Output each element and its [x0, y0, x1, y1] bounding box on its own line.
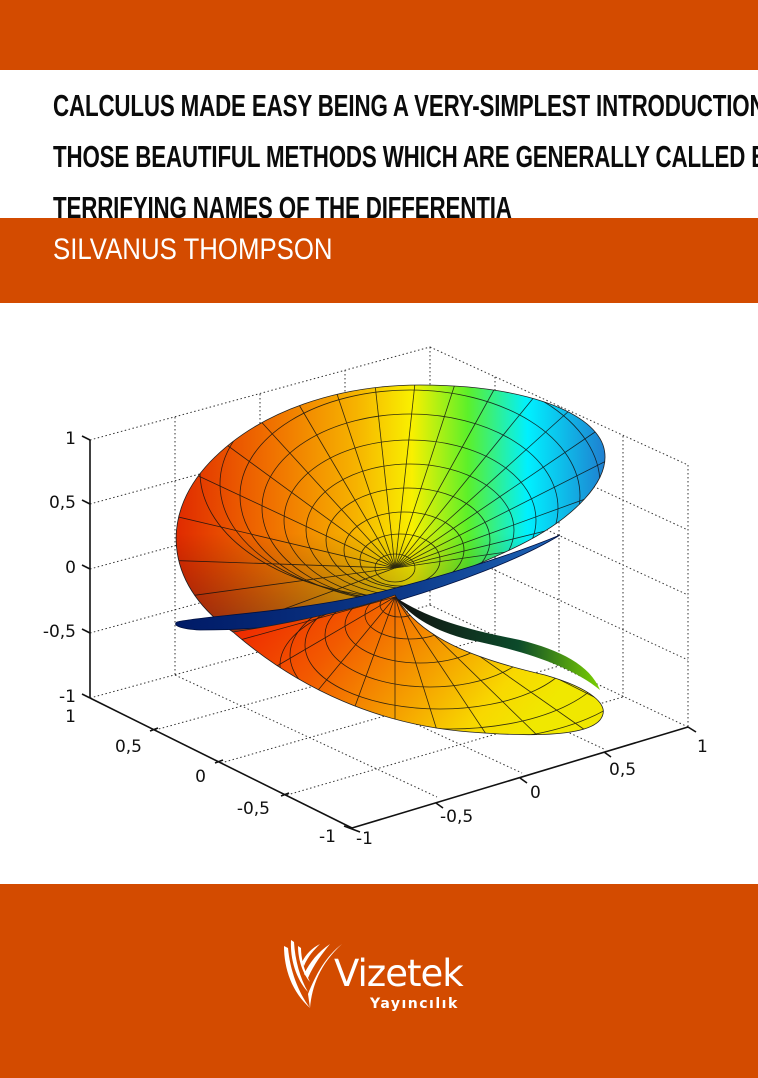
book-title-line-1: CALCULUS MADE EASY BEING A VERY-SIMPLEST…: [53, 88, 758, 123]
z-tick-label: 1: [65, 429, 76, 449]
publisher-logo: Vizetek Yayıncılık: [282, 934, 482, 1024]
y-tick-label: 0,5: [115, 737, 142, 757]
top-accent-band: [0, 0, 758, 70]
z-tick-label: -0,5: [43, 622, 76, 642]
author-section: SILVANUS THOMPSON: [0, 218, 758, 303]
book-title: CALCULUS MADE EASY BEING A VERY-SIMPLEST…: [53, 80, 758, 233]
z-axis-tick-labels: 1 0,5 0 -0,5 -1: [43, 429, 76, 707]
plot-axes: [81, 435, 697, 833]
x-tick-label: -0,5: [440, 807, 473, 827]
x-tick-label: 1: [697, 737, 708, 757]
z-tick-label: -1: [59, 687, 76, 707]
book-title-line-2: THOSE BEAUTIFUL METHODS WHICH ARE GENERA…: [53, 139, 758, 174]
surface-upper-sheet: [175, 384, 606, 633]
title-section: CALCULUS MADE EASY BEING A VERY-SIMPLEST…: [0, 70, 758, 225]
y-tick-label: -0,5: [237, 799, 270, 819]
y-tick-label: -1: [319, 827, 336, 847]
publisher-subtitle: Yayıncılık: [370, 996, 459, 1012]
y-tick-label: 1: [65, 707, 76, 727]
wheat-swoosh-icon: [284, 940, 342, 1008]
surface-underside: [175, 534, 561, 631]
x-tick-label: 0: [530, 783, 541, 803]
cover-figure-section: 1 0,5 0 -0,5 -1 1 0,5 0 -0,5 -1 -1 -0,5 …: [0, 303, 758, 884]
publisher-section: Vizetek Yayıncılık: [0, 884, 758, 1078]
y-axis-tick-labels: 1 0,5 0 -0,5 -1: [65, 707, 336, 847]
x-tick-label: -1: [356, 829, 373, 849]
publisher-name: Vizetek: [334, 952, 464, 995]
z-tick-label: 0,5: [49, 493, 76, 513]
x-axis-tick-labels: -1 -0,5 0 0,5 1: [356, 737, 708, 849]
x-tick-label: 0,5: [609, 760, 636, 780]
author-name: SILVANUS THOMPSON: [53, 233, 333, 266]
y-tick-label: 0: [195, 767, 206, 787]
z-tick-label: 0: [65, 558, 76, 578]
surface-plot-3d: 1 0,5 0 -0,5 -1 1 0,5 0 -0,5 -1 -1 -0,5 …: [43, 346, 708, 849]
